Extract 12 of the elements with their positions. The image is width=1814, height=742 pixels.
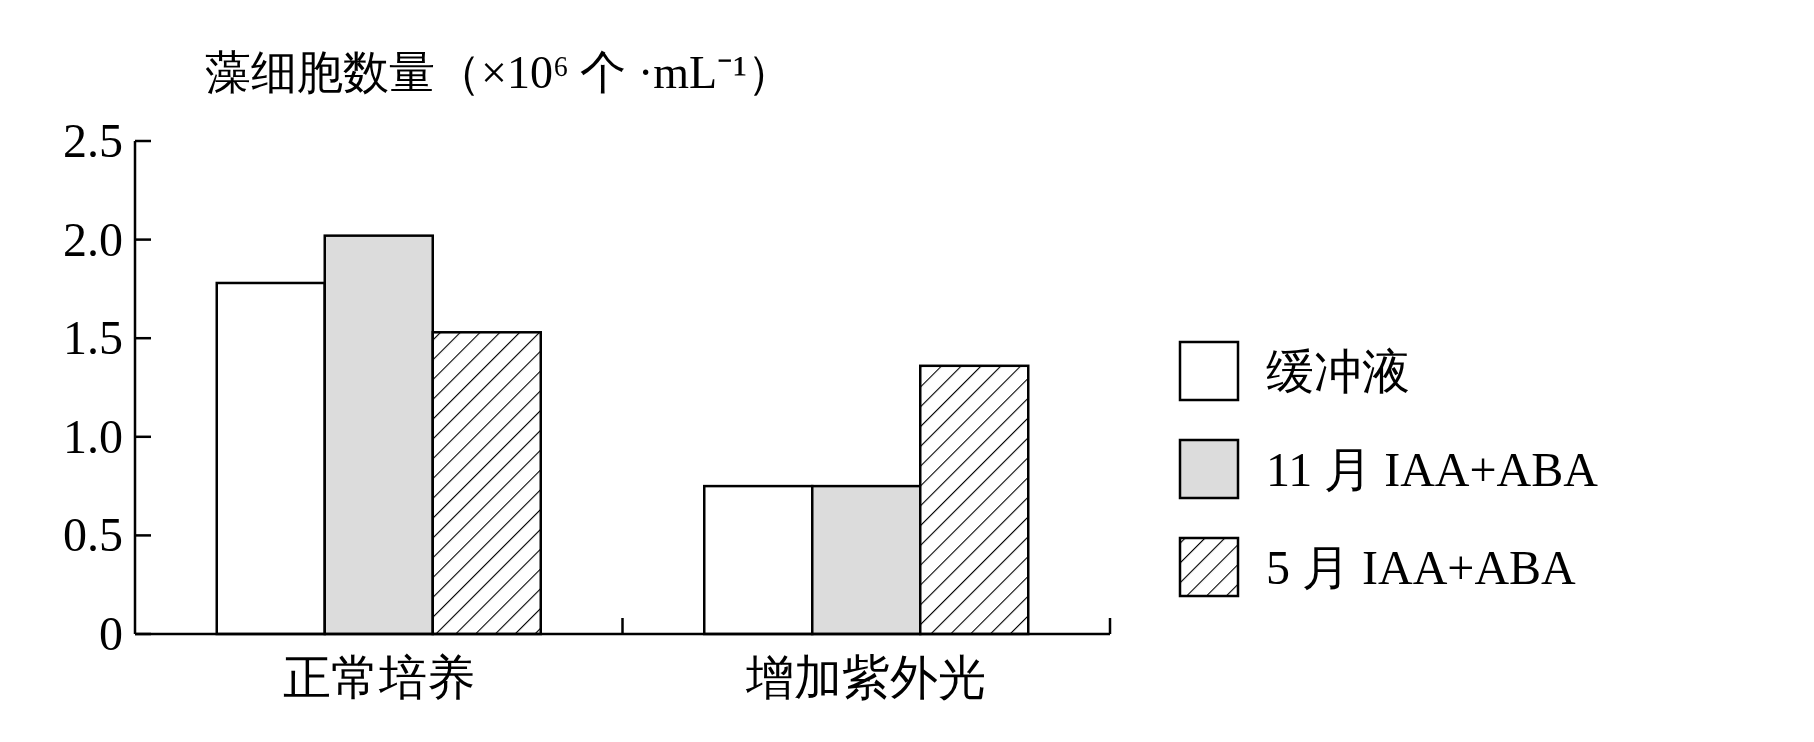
x-tick-label: 正常培养 bbox=[282, 651, 475, 704]
y-tick-label: 2.5 bbox=[63, 114, 123, 167]
y-tick-label: 1.5 bbox=[63, 311, 123, 365]
legend-label: 11 月 IAA+ABA bbox=[1266, 443, 1599, 496]
y-tick-label: 0 bbox=[99, 607, 123, 660]
x-tick-label: 增加紫外光 bbox=[745, 651, 987, 704]
y-tick-label: 2.0 bbox=[63, 212, 123, 266]
legend-label: 5 月 IAA+ABA bbox=[1266, 541, 1577, 594]
y-axis-title: 藻细胞数量（×10⁶ 个 ·mL⁻¹） bbox=[205, 47, 793, 98]
y-tick-label: 1.0 bbox=[63, 409, 123, 463]
y-tick-label: 0.5 bbox=[63, 508, 123, 562]
legend-label: 缓冲液 bbox=[1266, 345, 1410, 398]
